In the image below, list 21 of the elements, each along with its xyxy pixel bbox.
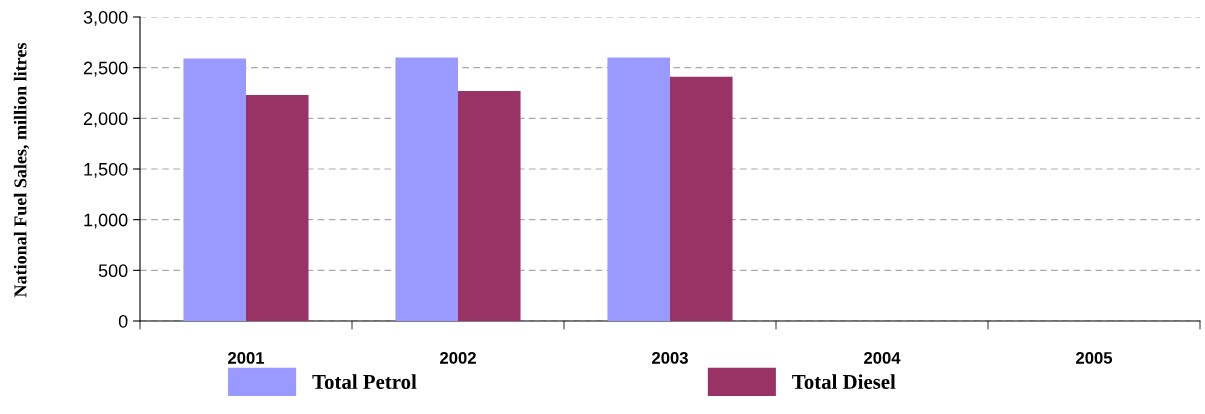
x-tick-label: 2004	[864, 352, 901, 364]
bar	[395, 57, 458, 321]
y-tick-label: 0	[118, 314, 128, 328]
x-tick-label: 2003	[652, 352, 688, 364]
bar	[183, 58, 246, 321]
legend-label: Total Petrol	[312, 374, 417, 389]
y-tick-label: 500	[98, 264, 128, 278]
bar	[458, 90, 521, 321]
bar	[607, 57, 670, 321]
bar	[246, 95, 309, 321]
y-axis-title: National Fuel Sales, million litres	[13, 42, 30, 298]
x-tick-label: 2002	[440, 352, 476, 364]
y-tick-label: 1,500	[84, 162, 128, 178]
legend-label: Total Diesel	[792, 374, 896, 389]
y-tick-label: 2,000	[83, 112, 128, 128]
y-tick-label: 2,500	[83, 61, 128, 77]
x-tick-label: 2001	[228, 352, 265, 364]
y-tick-label: 1,000	[84, 213, 128, 229]
bar	[670, 76, 733, 321]
y-tick-label: 3,000	[83, 10, 128, 26]
x-tick-label: 2005	[1076, 352, 1113, 364]
